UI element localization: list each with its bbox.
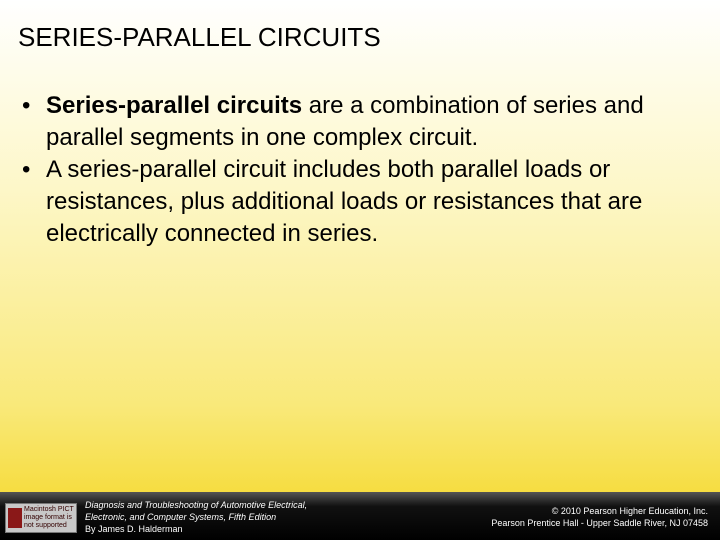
image-placeholder: Macintosh PICT image format is not suppo… <box>5 503 77 533</box>
copyright: © 2010 Pearson Higher Education, Inc. Pe… <box>491 505 708 529</box>
bullet-text: A series-parallel circuit includes both … <box>46 156 643 247</box>
book-line: By James D. Halderman <box>85 524 183 534</box>
book-line: Electronic, and Computer Systems, Fifth … <box>85 512 277 522</box>
copyright-line: © 2010 Pearson Higher Education, Inc. <box>551 506 708 516</box>
image-text: Macintosh PICT image format is not suppo… <box>24 506 74 529</box>
bullet-text: are a combination of series and parallel… <box>46 92 644 151</box>
footer: Macintosh PICT image format is not suppo… <box>0 492 720 540</box>
copyright-line: Pearson Prentice Hall - Upper Saddle Riv… <box>491 518 708 528</box>
bullet-list: Series-parallel circuits are a combinati… <box>22 90 696 250</box>
image-icon <box>8 508 22 528</box>
bullet: Series-parallel circuits are a combinati… <box>22 90 696 154</box>
slide-title: SERIES-PARALLEL CIRCUITS <box>18 22 381 52</box>
book-line: Diagnosis and Troubleshooting of Automot… <box>85 500 308 510</box>
book-info: Diagnosis and Troubleshooting of Automot… <box>85 499 307 535</box>
bullet-bold: Series-parallel circuits <box>46 92 303 119</box>
bullet: A series-parallel circuit includes both … <box>22 154 696 250</box>
